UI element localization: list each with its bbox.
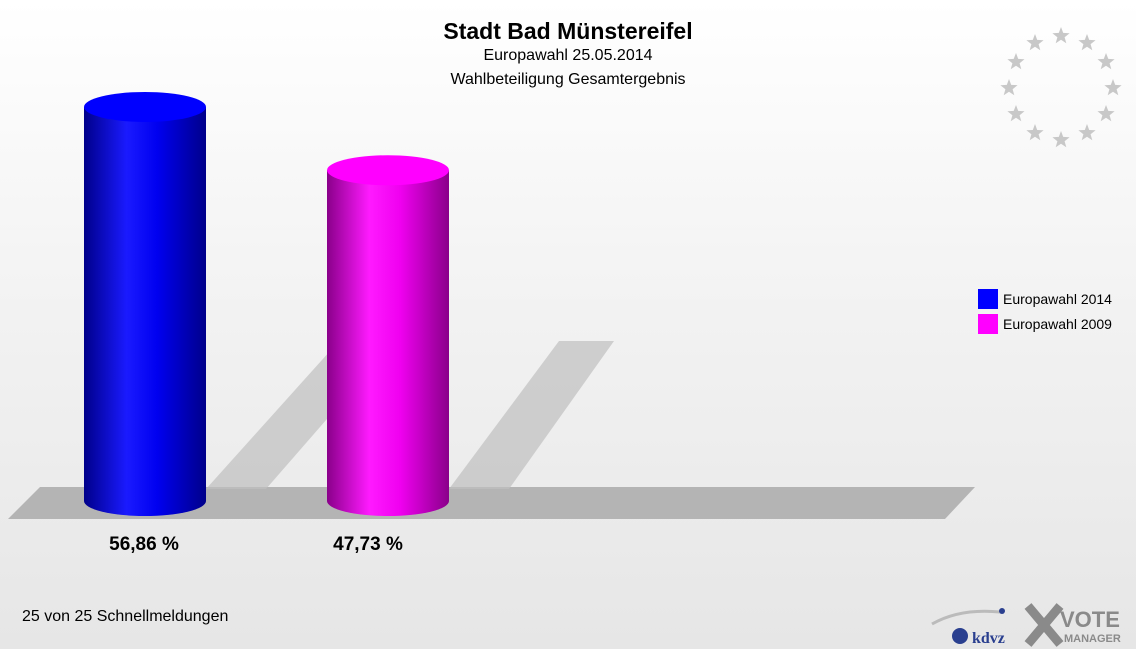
logos: kdvz VOTE MANAGER	[931, 603, 1121, 647]
vote-manager-logo: VOTE MANAGER	[1024, 603, 1121, 647]
star-icon	[1026, 34, 1044, 51]
legend-item-2009: Europawahl 2009	[978, 313, 1112, 335]
star-icon	[1097, 105, 1115, 122]
floor-shadow	[8, 487, 975, 519]
vote-text: VOTE	[1060, 607, 1120, 632]
star-icon	[1104, 79, 1122, 96]
footer-status: 25 von 25 Schnellmeldungen	[22, 608, 229, 625]
legend-label-2014: Europawahl 2014	[1003, 291, 1112, 307]
star-icon	[1097, 53, 1115, 70]
data-label-2009: 47,73 %	[333, 534, 403, 555]
legend-swatch-2014	[978, 289, 998, 309]
bar-top-2009	[327, 155, 449, 186]
chart-subtitle: Europawahl 25.05.2014	[483, 47, 653, 64]
chart-subtitle-2: Wahlbeteiligung Gesamtergebnis	[450, 71, 686, 88]
data-label-2014: 56,86 %	[109, 534, 179, 555]
bars	[84, 91, 614, 517]
bar-shadow-2009	[449, 341, 614, 489]
star-icon	[1000, 79, 1018, 96]
eu-stars-icon	[1000, 27, 1122, 148]
bar-2009	[327, 170, 449, 517]
star-icon	[1078, 34, 1096, 51]
bar-top-2014	[84, 91, 206, 122]
chart-title: Stadt Bad Münstereifel	[443, 18, 693, 44]
kdvz-logo: kdvz	[931, 608, 1005, 647]
legend-label-2009: Europawahl 2009	[1003, 316, 1112, 332]
star-icon	[1007, 53, 1025, 70]
star-icon	[1078, 124, 1096, 141]
kdvz-text: kdvz	[972, 630, 1005, 647]
star-icon	[1026, 124, 1044, 141]
star-icon	[1052, 27, 1070, 44]
legend-swatch-2009	[978, 314, 998, 334]
bar-2014	[84, 106, 206, 516]
legend-item-2014: Europawahl 2014	[978, 288, 1112, 310]
legend: Europawahl 2014 Europawahl 2009	[978, 288, 1112, 338]
star-icon	[1007, 105, 1025, 122]
manager-text: MANAGER	[1064, 633, 1121, 645]
star-icon	[1052, 131, 1070, 148]
